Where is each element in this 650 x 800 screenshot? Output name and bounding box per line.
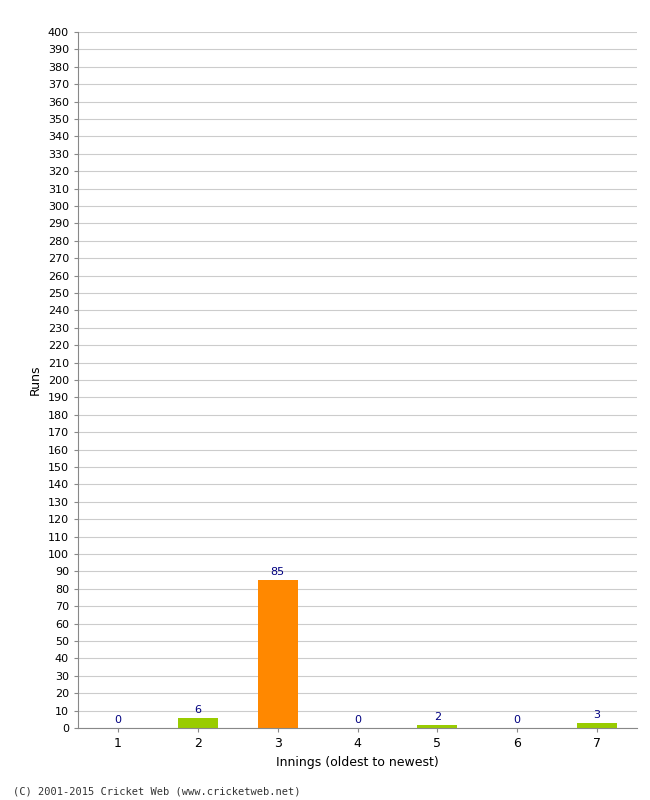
Text: 0: 0 [354,715,361,726]
Text: (C) 2001-2015 Cricket Web (www.cricketweb.net): (C) 2001-2015 Cricket Web (www.cricketwe… [13,786,300,796]
Bar [417,725,458,728]
Bar [178,718,218,728]
Bar [577,722,617,728]
Text: 6: 6 [194,705,202,715]
Bar [257,580,298,728]
X-axis label: Innings (oldest to newest): Innings (oldest to newest) [276,755,439,769]
Text: 3: 3 [593,710,601,720]
Text: 85: 85 [270,567,285,578]
Text: 0: 0 [514,715,521,726]
Text: 2: 2 [434,712,441,722]
Text: 0: 0 [114,715,122,726]
Y-axis label: Runs: Runs [29,365,42,395]
